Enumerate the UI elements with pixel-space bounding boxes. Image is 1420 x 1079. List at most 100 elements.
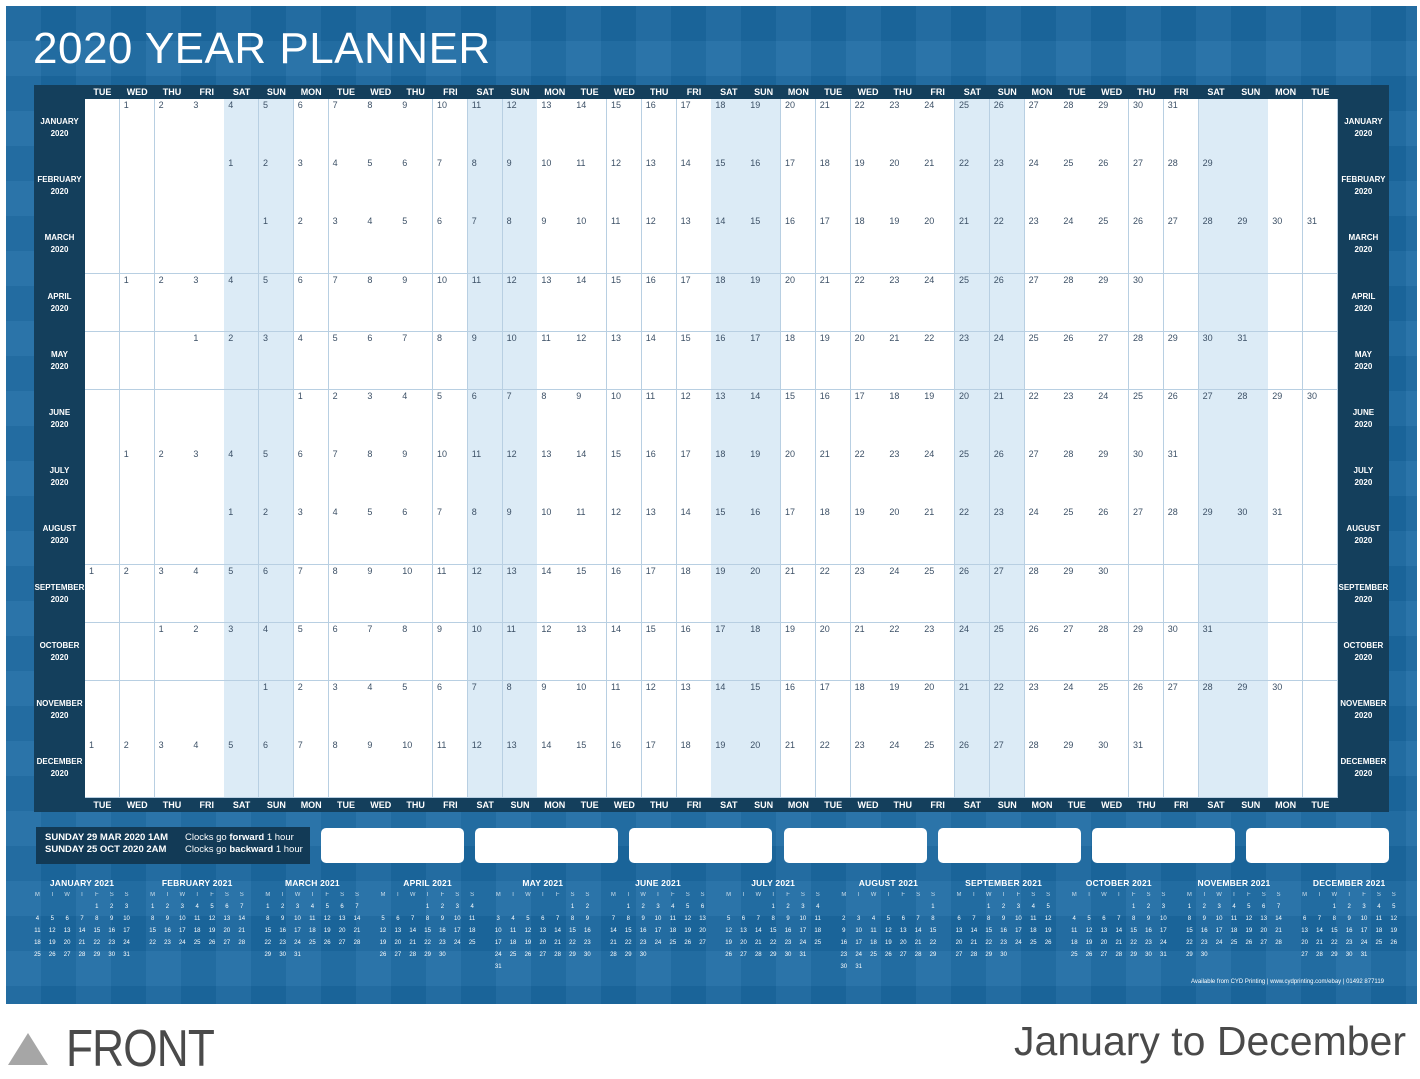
day-cell[interactable] [1303, 739, 1339, 798]
day-cell[interactable]: 15 [572, 739, 608, 798]
note-box[interactable] [783, 828, 927, 863]
day-cell[interactable] [85, 215, 121, 275]
day-cell[interactable]: 22 [850, 448, 886, 507]
day-cell[interactable]: 29 [1094, 99, 1130, 158]
day-cell[interactable]: 18 [850, 215, 886, 275]
day-cell[interactable]: 19 [781, 622, 817, 682]
day-cell[interactable]: 26 [1059, 331, 1095, 391]
day-cell[interactable]: 17 [641, 739, 678, 798]
day-cell[interactable]: 1 [189, 331, 225, 391]
day-cell[interactable]: 23 [850, 564, 886, 624]
day-cell[interactable]: 20 [920, 681, 956, 740]
day-cell[interactable]: 21 [850, 622, 886, 682]
day-cell[interactable]: 18 [711, 448, 747, 507]
day-cell[interactable]: 8 [467, 157, 504, 216]
day-cell[interactable]: 31 [1163, 99, 1200, 158]
day-cell[interactable]: 21 [989, 390, 1026, 449]
day-cell[interactable]: 7 [502, 390, 538, 449]
day-cell[interactable]: 3 [328, 681, 364, 740]
day-cell[interactable]: 27 [989, 564, 1026, 624]
day-cell[interactable]: 20 [746, 739, 782, 798]
day-cell[interactable]: 8 [363, 99, 399, 158]
day-cell[interactable]: 5 [363, 506, 399, 566]
day-cell[interactable]: 22 [815, 739, 852, 798]
day-cell[interactable]: 14 [676, 157, 712, 216]
day-cell[interactable]: 24 [1024, 157, 1060, 216]
day-cell[interactable]: 24 [1024, 506, 1060, 566]
day-cell[interactable]: 30 [1129, 448, 1165, 507]
day-cell[interactable]: 27 [1129, 157, 1165, 216]
day-cell[interactable]: 20 [955, 390, 991, 449]
day-cell[interactable]: 24 [920, 448, 956, 507]
day-cell[interactable]: 1 [119, 99, 156, 158]
day-cell[interactable]: 26 [1094, 157, 1130, 216]
day-cell[interactable] [1268, 622, 1304, 682]
day-cell[interactable]: 25 [1129, 390, 1165, 449]
day-cell[interactable]: 20 [920, 215, 956, 275]
day-cell[interactable]: 8 [398, 622, 434, 682]
day-cell[interactable]: 20 [850, 331, 886, 391]
day-cell[interactable]: 10 [572, 215, 608, 275]
day-cell[interactable]: 5 [293, 622, 330, 682]
day-cell[interactable]: 27 [1024, 273, 1060, 333]
day-cell[interactable]: 20 [746, 564, 782, 624]
day-cell[interactable] [1268, 331, 1304, 391]
day-cell[interactable]: 16 [781, 215, 817, 275]
day-cell[interactable]: 14 [607, 622, 643, 682]
day-cell[interactable]: 3 [328, 215, 364, 275]
day-cell[interactable]: 2 [119, 564, 156, 624]
day-cell[interactable]: 7 [467, 681, 504, 740]
day-cell[interactable]: 18 [885, 390, 921, 449]
note-box[interactable] [937, 828, 1081, 863]
note-box[interactable] [1092, 828, 1235, 863]
day-cell[interactable]: 23 [955, 331, 991, 391]
day-cell[interactable]: 19 [850, 506, 886, 566]
day-cell[interactable]: 7 [293, 739, 330, 798]
day-cell[interactable]: 1 [259, 215, 295, 275]
day-cell[interactable]: 6 [467, 390, 504, 449]
day-cell[interactable]: 12 [502, 99, 538, 158]
note-box[interactable] [629, 828, 773, 863]
day-cell[interactable]: 29 [1233, 681, 1269, 740]
day-cell[interactable]: 27 [1129, 506, 1165, 566]
day-cell[interactable] [1268, 273, 1304, 333]
day-cell[interactable]: 6 [259, 739, 295, 798]
day-cell[interactable]: 8 [328, 739, 364, 798]
day-cell[interactable] [1163, 273, 1200, 333]
day-cell[interactable]: 6 [328, 622, 364, 682]
day-cell[interactable]: 25 [955, 99, 991, 158]
day-cell[interactable]: 15 [711, 157, 747, 216]
day-cell[interactable]: 7 [363, 622, 399, 682]
day-cell[interactable]: 30 [1129, 273, 1165, 333]
day-cell[interactable]: 6 [293, 448, 330, 507]
day-cell[interactable]: 23 [1059, 390, 1095, 449]
day-cell[interactable]: 19 [711, 564, 747, 624]
day-cell[interactable] [85, 681, 121, 740]
day-cell[interactable]: 27 [1059, 622, 1095, 682]
day-cell[interactable]: 15 [746, 215, 782, 275]
day-cell[interactable] [1233, 157, 1269, 216]
day-cell[interactable]: 30 [1094, 739, 1130, 798]
day-cell[interactable]: 29 [1233, 215, 1269, 275]
day-cell[interactable]: 15 [711, 506, 747, 566]
day-cell[interactable]: 10 [537, 157, 573, 216]
day-cell[interactable]: 13 [537, 448, 573, 507]
day-cell[interactable] [119, 157, 156, 216]
day-cell[interactable]: 24 [1059, 215, 1095, 275]
day-cell[interactable]: 5 [433, 390, 469, 449]
day-cell[interactable]: 9 [537, 681, 573, 740]
day-cell[interactable] [1198, 99, 1234, 158]
day-cell[interactable] [1233, 273, 1269, 333]
day-cell[interactable]: 2 [259, 157, 295, 216]
day-cell[interactable]: 30 [1268, 215, 1304, 275]
day-cell[interactable]: 24 [989, 331, 1026, 391]
day-cell[interactable]: 28 [1024, 739, 1060, 798]
day-cell[interactable]: 30 [1198, 331, 1234, 391]
day-cell[interactable]: 27 [1163, 215, 1200, 275]
day-cell[interactable]: 20 [781, 448, 817, 507]
day-cell[interactable]: 19 [885, 681, 921, 740]
day-cell[interactable]: 5 [224, 739, 260, 798]
day-cell[interactable]: 9 [398, 99, 434, 158]
day-cell[interactable] [224, 215, 260, 275]
day-cell[interactable]: 12 [607, 506, 643, 566]
